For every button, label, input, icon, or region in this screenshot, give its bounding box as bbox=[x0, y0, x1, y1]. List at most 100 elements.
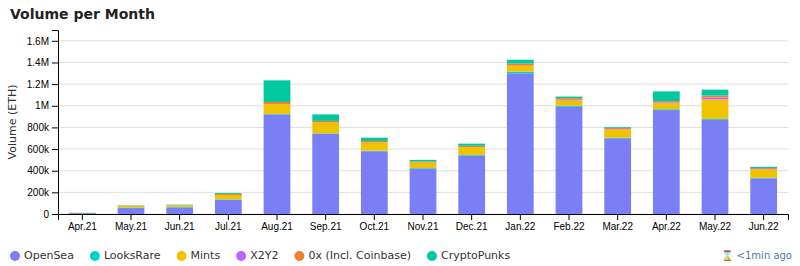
x-tick: Jun.21 bbox=[165, 214, 195, 232]
bar-segment bbox=[702, 98, 729, 100]
bar-segment bbox=[507, 64, 534, 66]
bar-segment bbox=[604, 130, 631, 138]
y-tick-label: 1.2M bbox=[27, 79, 49, 90]
y-tick-mark bbox=[52, 192, 58, 193]
bar-segment bbox=[118, 208, 145, 214]
legend-label: X2Y2 bbox=[250, 249, 278, 262]
bar-segment bbox=[410, 163, 437, 168]
y-axis-title: Volume (ETH) bbox=[6, 85, 19, 160]
x-tick-mark bbox=[179, 214, 180, 220]
bar-segment bbox=[556, 107, 583, 214]
bar-segment bbox=[458, 156, 485, 214]
bar-segment bbox=[604, 127, 631, 129]
y-tick-mark bbox=[52, 127, 58, 128]
legend-swatch bbox=[427, 251, 437, 261]
x-tick: Sep.21 bbox=[310, 214, 342, 232]
bar-segment bbox=[702, 99, 729, 118]
bars bbox=[69, 60, 777, 214]
bar-segment bbox=[507, 60, 534, 64]
bar-segment bbox=[750, 169, 777, 170]
legend-label: 0x (Incl. Coinbase) bbox=[308, 249, 411, 262]
x-tick: May.21 bbox=[115, 214, 147, 232]
legend-item: CryptoPunks bbox=[427, 249, 510, 262]
y-tick-label: 800k bbox=[27, 122, 50, 133]
grid-line bbox=[58, 84, 788, 85]
grid-line bbox=[58, 40, 788, 41]
y-tick-mark bbox=[52, 214, 58, 215]
x-tick-mark bbox=[471, 214, 472, 220]
bar-segment bbox=[69, 212, 96, 213]
y-tick-mark bbox=[52, 62, 58, 63]
bar-segment bbox=[215, 195, 242, 196]
x-tick-label: Jul.21 bbox=[215, 221, 242, 232]
x-tick-label: Mar.22 bbox=[602, 221, 633, 232]
bar-segment bbox=[750, 167, 777, 168]
bar-segment bbox=[653, 102, 680, 104]
bar-segment bbox=[312, 114, 339, 120]
legend-item: 0x (Incl. Coinbase) bbox=[294, 249, 411, 262]
y-tick-mark bbox=[52, 171, 58, 172]
bar-series bbox=[69, 72, 777, 213]
bar-segment bbox=[361, 143, 388, 151]
y-tick: 1.4M bbox=[27, 57, 58, 68]
bar-segment bbox=[312, 123, 339, 134]
bar-segment bbox=[653, 91, 680, 101]
y-tick-label: 200k bbox=[27, 187, 50, 198]
legend-item: Mints bbox=[177, 249, 221, 262]
x-tick-label: May.22 bbox=[699, 221, 731, 232]
bar-segment bbox=[410, 160, 437, 162]
bar-segment bbox=[361, 138, 388, 141]
y-tick: 1.6M bbox=[27, 36, 58, 47]
x-tick-label: Dec.21 bbox=[456, 221, 488, 232]
legend-swatch bbox=[90, 251, 100, 261]
x-tick: Jun.22 bbox=[749, 214, 779, 232]
bar-segment bbox=[166, 205, 193, 206]
bar-segment bbox=[118, 206, 145, 208]
bar-segment bbox=[556, 98, 583, 100]
bar-segment bbox=[166, 204, 193, 205]
bar-segment bbox=[556, 106, 583, 107]
bar-segment bbox=[166, 205, 193, 207]
x-tick-mark bbox=[82, 214, 83, 220]
x-tick-mark bbox=[131, 214, 132, 220]
bar-segment bbox=[361, 141, 388, 143]
bar-segment bbox=[458, 144, 485, 146]
x-tick-mark bbox=[763, 214, 764, 220]
y-tick: 800k bbox=[27, 122, 58, 133]
bar-segment bbox=[361, 151, 388, 214]
bar-segment bbox=[458, 146, 485, 148]
bar-segment bbox=[750, 170, 777, 178]
bar-segment bbox=[410, 169, 437, 214]
bar-segment bbox=[118, 205, 145, 206]
x-tick-mark bbox=[569, 214, 570, 220]
x-tick: Dec.21 bbox=[456, 214, 488, 232]
x-tick: Feb.22 bbox=[553, 214, 585, 232]
x-tick-mark bbox=[617, 214, 618, 220]
bar-segment bbox=[653, 101, 680, 102]
grid bbox=[58, 41, 788, 214]
bar-segment bbox=[604, 138, 631, 214]
y-tick-mark bbox=[52, 149, 58, 150]
y-tick: 400k bbox=[27, 165, 58, 176]
grid-line bbox=[58, 62, 788, 63]
bar-segment bbox=[264, 80, 291, 102]
annotation: ⌛ <1min ago bbox=[721, 249, 792, 262]
title: Volume per Month bbox=[10, 6, 155, 22]
x-tick: May.22 bbox=[699, 214, 731, 232]
bar-segment bbox=[166, 208, 193, 214]
x-tick-label: Feb.22 bbox=[553, 221, 585, 232]
bar-segment bbox=[215, 195, 242, 199]
plot: Apr.21May.21Jun.21Jul.21Aug.21Sep.21Oct.… bbox=[27, 31, 789, 233]
bar-segment bbox=[702, 90, 729, 96]
x-tick-mark bbox=[277, 214, 278, 220]
y-tick-label: 0 bbox=[43, 209, 49, 220]
x-tick: Apr.22 bbox=[652, 214, 681, 232]
bar-series bbox=[69, 64, 777, 213]
chart: Apr.21May.21Jun.21Jul.21Aug.21Sep.21Oct.… bbox=[0, 0, 800, 266]
bar-segment bbox=[507, 72, 534, 74]
bar-segment bbox=[69, 212, 96, 213]
y-tick: 1M bbox=[35, 100, 58, 111]
x-tick: Oct.21 bbox=[360, 214, 390, 232]
x-tick-label: Jun.21 bbox=[165, 221, 195, 232]
bar-segment bbox=[750, 168, 777, 169]
